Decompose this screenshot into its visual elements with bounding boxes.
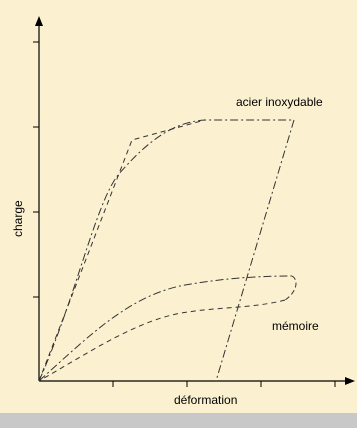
shape-memory-unloading-curve — [38, 299, 286, 382]
footer-bar — [0, 413, 357, 428]
x-axis-label: déformation — [174, 393, 237, 407]
shape-memory-loading-curve — [38, 275, 293, 382]
diagram-panel: acier inoxydable mémoire déformation cha… — [0, 0, 357, 413]
y-axis-label: charge — [11, 200, 25, 237]
steel-elastic-line — [38, 119, 206, 382]
y-axis-arrowhead — [35, 16, 43, 26]
steel-curve-label: acier inoxydable — [236, 95, 323, 109]
panel-background — [0, 0, 357, 413]
x-axis-arrowhead — [345, 377, 355, 385]
steel-unloading-curve — [215, 119, 295, 382]
shape-memory-loop-turn — [284, 275, 297, 301]
shape-memory-curve-label: mémoire — [272, 319, 319, 333]
